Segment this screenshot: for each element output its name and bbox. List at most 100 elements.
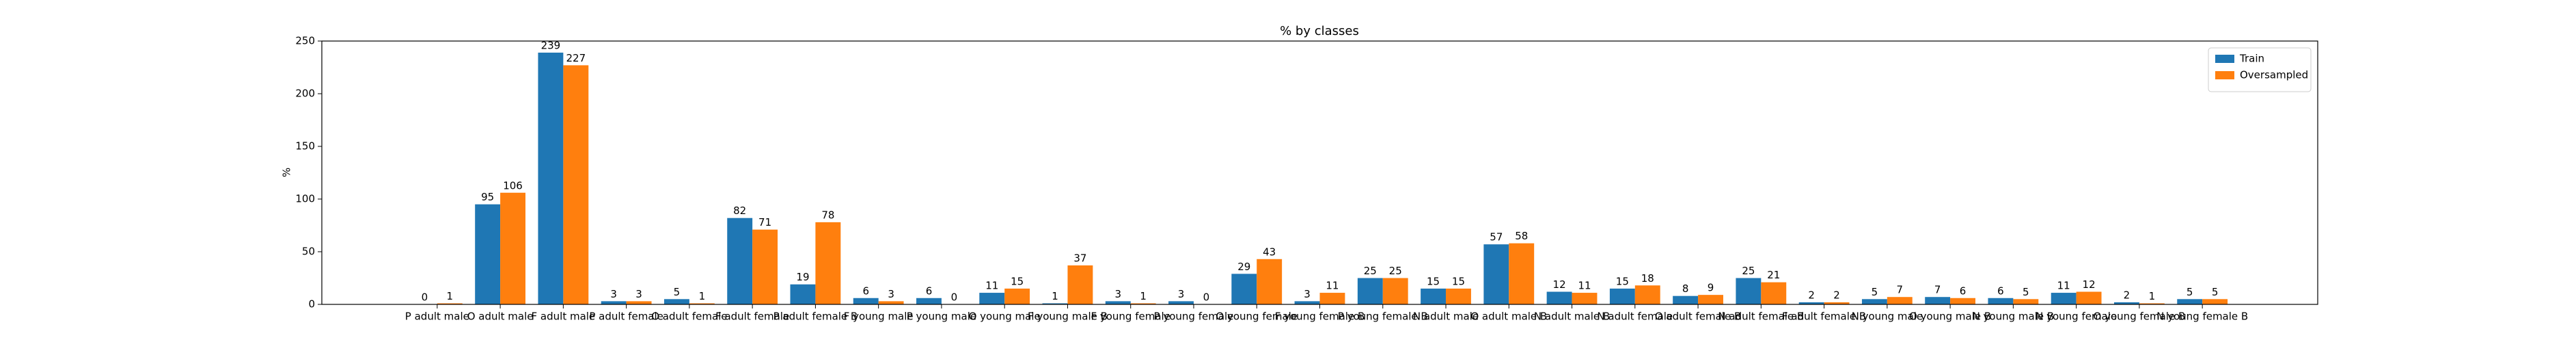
x-tick-label: O young male B bbox=[1909, 311, 1991, 323]
value-label: 57 bbox=[1490, 231, 1503, 244]
legend-swatch bbox=[2215, 71, 2234, 79]
x-tick-label: P young male bbox=[907, 311, 976, 323]
bar bbox=[663, 299, 689, 304]
value-label: 11 bbox=[1326, 280, 1339, 292]
value-label: 58 bbox=[1515, 230, 1528, 242]
x-tick-label: F young male bbox=[844, 311, 914, 323]
value-label: 95 bbox=[481, 191, 494, 203]
y-tick-label: 0 bbox=[308, 298, 315, 311]
bar bbox=[2113, 302, 2139, 304]
value-label: 2 bbox=[1808, 289, 1815, 301]
value-label: 2 bbox=[1833, 289, 1840, 301]
value-label: 43 bbox=[1263, 246, 1276, 258]
value-label: 71 bbox=[758, 216, 771, 228]
x-tick-label: P adult male bbox=[405, 311, 469, 323]
value-label: 8 bbox=[1682, 282, 1689, 295]
value-label: 0 bbox=[422, 291, 428, 304]
bar bbox=[626, 301, 652, 304]
x-tick-label: N adult male bbox=[1413, 311, 1479, 323]
bar bbox=[1546, 291, 1572, 304]
bar bbox=[979, 293, 1005, 304]
x-tick-label: P young female B bbox=[1338, 311, 1428, 323]
value-label: 2 bbox=[2124, 289, 2130, 301]
value-label: 1 bbox=[1052, 290, 1058, 302]
value-label: 15 bbox=[1011, 275, 1024, 287]
value-label: 37 bbox=[1073, 252, 1086, 265]
value-label: 3 bbox=[1304, 288, 1311, 300]
value-label: 5 bbox=[2023, 286, 2029, 298]
bar bbox=[1042, 303, 1068, 304]
bar bbox=[790, 284, 816, 304]
x-tick-label: F young female bbox=[1091, 311, 1170, 323]
y-tick-label: 100 bbox=[295, 193, 315, 205]
value-label: 0 bbox=[951, 291, 958, 304]
bar bbox=[2177, 299, 2203, 304]
bar bbox=[2051, 293, 2077, 304]
bar bbox=[752, 229, 778, 304]
x-tick-label: O young female B bbox=[2094, 311, 2186, 323]
bar bbox=[1168, 301, 1194, 304]
value-label: 6 bbox=[862, 285, 869, 297]
x-tick-label: P adult female bbox=[589, 311, 663, 323]
value-label: 25 bbox=[1364, 265, 1377, 277]
x-tick-label: N adult male B bbox=[1534, 311, 1610, 323]
bar bbox=[1004, 288, 1030, 304]
y-tick-label: 250 bbox=[295, 35, 315, 47]
bar bbox=[1067, 265, 1093, 304]
bar bbox=[1130, 303, 1156, 304]
value-label: 3 bbox=[1178, 288, 1185, 300]
x-tick-label: N adult female B bbox=[1718, 311, 1804, 323]
x-tick-label: F adult female bbox=[715, 311, 789, 323]
bar bbox=[1319, 293, 1345, 304]
value-label: 3 bbox=[888, 288, 894, 300]
value-label: 0 bbox=[1203, 291, 1210, 304]
x-tick-label: P young female bbox=[1154, 311, 1234, 323]
bar bbox=[601, 301, 627, 304]
x-tick-label: O young female bbox=[1216, 311, 1298, 323]
value-label: 3 bbox=[610, 288, 617, 300]
bar bbox=[1925, 297, 1951, 304]
value-label: 1 bbox=[447, 290, 454, 302]
bar bbox=[1634, 285, 1660, 304]
bar bbox=[1382, 278, 1408, 304]
value-label: 5 bbox=[674, 286, 681, 298]
value-label: 6 bbox=[926, 285, 933, 297]
y-axis-label: % bbox=[281, 168, 293, 177]
bar bbox=[1294, 301, 1320, 304]
value-label: 1 bbox=[1140, 290, 1147, 302]
value-label: 9 bbox=[1708, 282, 1714, 294]
bar bbox=[2076, 291, 2102, 304]
x-tick-label: N young female B bbox=[2156, 311, 2248, 323]
bar bbox=[1483, 244, 1509, 304]
bar bbox=[1257, 259, 1283, 304]
y-tick-label: 200 bbox=[295, 88, 315, 100]
y-tick-label: 50 bbox=[302, 246, 315, 258]
bar bbox=[2202, 299, 2228, 304]
value-label: 11 bbox=[985, 280, 998, 292]
value-label: 1 bbox=[2149, 290, 2156, 302]
bar bbox=[1105, 301, 1131, 304]
x-tick-label: F adult male bbox=[532, 311, 596, 323]
bar bbox=[1988, 298, 2014, 304]
bar bbox=[1824, 302, 1850, 304]
x-tick-label: O adult male B bbox=[1470, 311, 1547, 323]
bar bbox=[689, 303, 715, 304]
bar bbox=[1572, 293, 1598, 304]
value-label: 6 bbox=[1997, 285, 2004, 297]
bar bbox=[1798, 302, 1824, 304]
value-label: 3 bbox=[1114, 288, 1121, 300]
bar bbox=[1446, 288, 1471, 304]
x-tick-label: O adult male bbox=[467, 311, 534, 323]
value-label: 227 bbox=[566, 52, 586, 64]
value-label: 106 bbox=[503, 179, 523, 192]
value-label: 25 bbox=[1389, 265, 1402, 277]
x-tick-label: N young female bbox=[2036, 311, 2117, 323]
bar bbox=[1609, 288, 1635, 304]
bar bbox=[500, 192, 526, 304]
legend-label: Oversampled bbox=[2240, 69, 2308, 81]
value-label: 5 bbox=[2187, 286, 2193, 298]
bar bbox=[2013, 299, 2039, 304]
value-label: 3 bbox=[635, 288, 642, 300]
bar bbox=[538, 52, 564, 304]
